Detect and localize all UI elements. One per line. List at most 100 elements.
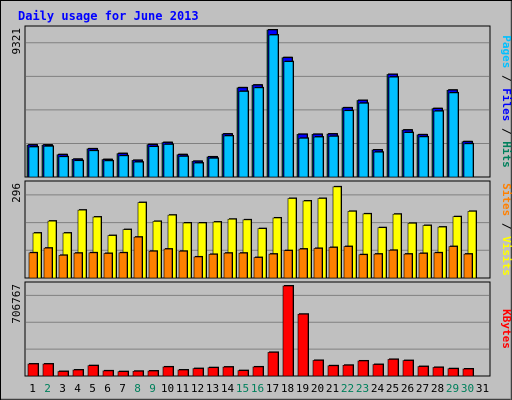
bar-kbytes-day-30 bbox=[462, 367, 474, 377]
bar-pages-day-15 bbox=[238, 90, 249, 178]
bar-pages-day-25 bbox=[388, 76, 399, 178]
bar-kbytes-day-29 bbox=[447, 367, 459, 377]
bar-kbytes-day-12-fill bbox=[192, 368, 204, 377]
bar-kbytes-day-18-fill bbox=[282, 285, 294, 377]
bar-pages-day-24-fill bbox=[373, 151, 384, 178]
bar-pages-day-14-fill bbox=[223, 135, 234, 178]
bar-pages-day-4-fill bbox=[73, 160, 84, 178]
bar-pages-day-13 bbox=[208, 157, 219, 178]
legend-bottom-text: KBytes bbox=[500, 309, 512, 349]
bar-pages-day-1 bbox=[28, 146, 39, 178]
x-tick-label-day-31: 31 bbox=[476, 382, 489, 395]
bar-kbytes-day-19-fill bbox=[297, 313, 309, 377]
bar-sites-day-29 bbox=[448, 245, 458, 279]
bar-sites-day-10-fill bbox=[163, 248, 173, 279]
legend-bottom-kbytes: KBytes bbox=[500, 309, 512, 349]
bar-sites-day-14-fill bbox=[223, 252, 233, 279]
bar-sites-day-24-fill bbox=[373, 253, 383, 279]
bar-pages-day-12-fill bbox=[193, 162, 204, 178]
bar-sites-day-13-fill bbox=[208, 254, 218, 279]
bar-sites-day-24 bbox=[373, 253, 383, 279]
bar-pages-day-20 bbox=[313, 136, 324, 178]
bar-kbytes-day-21 bbox=[327, 364, 339, 377]
bar-sites-day-21-fill bbox=[328, 247, 338, 279]
bar-kbytes-day-3 bbox=[57, 370, 69, 377]
bar-kbytes-day-13 bbox=[207, 366, 219, 377]
bar-pages-day-16 bbox=[253, 86, 264, 178]
legend-top-files: Files bbox=[500, 88, 512, 121]
panel-middle-max-label: 296 bbox=[10, 183, 23, 203]
bar-kbytes-day-29-fill bbox=[447, 368, 459, 377]
legend-top-separator: / bbox=[500, 121, 512, 141]
bar-kbytes-day-10-fill bbox=[162, 366, 174, 377]
bar-sites-day-1 bbox=[28, 251, 38, 279]
bar-kbytes-day-4-fill bbox=[72, 369, 84, 377]
panel-top: 9321 bbox=[10, 25, 491, 178]
bar-kbytes-day-3-fill bbox=[57, 371, 69, 377]
x-tick-label-day-22: 22 bbox=[341, 382, 354, 395]
legend-bottom: KBytes bbox=[500, 309, 512, 349]
x-tick-label-day-19: 19 bbox=[296, 382, 309, 395]
bar-pages-day-16-fill bbox=[253, 87, 264, 178]
bar-pages-day-29 bbox=[448, 91, 459, 178]
bar-sites-day-16 bbox=[253, 256, 263, 279]
bar-kbytes-day-20 bbox=[312, 359, 324, 377]
bar-pages-day-18-fill bbox=[283, 61, 294, 178]
bar-pages-day-2-fill bbox=[43, 146, 54, 178]
bar-kbytes-day-10 bbox=[162, 365, 174, 377]
bar-kbytes-day-15 bbox=[237, 369, 249, 377]
x-tick-label-day-5: 5 bbox=[89, 382, 96, 395]
bar-pages-day-24 bbox=[373, 151, 384, 178]
legend-middle: Sites / Visits bbox=[500, 183, 512, 276]
bar-kbytes-day-12 bbox=[192, 367, 204, 377]
bar-sites-day-18 bbox=[283, 249, 293, 279]
bar-pages-day-28 bbox=[433, 110, 444, 178]
bar-sites-day-2 bbox=[43, 247, 53, 279]
bar-sites-day-19-fill bbox=[298, 248, 308, 279]
bar-sites-day-3 bbox=[58, 254, 68, 279]
bar-sites-day-5-fill bbox=[88, 252, 98, 279]
bar-sites-day-9-fill bbox=[148, 250, 158, 279]
bar-sites-day-27 bbox=[418, 252, 428, 279]
bar-sites-day-16-fill bbox=[253, 257, 263, 279]
bar-sites-day-1-fill bbox=[28, 252, 38, 279]
bar-pages-day-7-fill bbox=[118, 155, 129, 178]
panel-bottom: 706767 bbox=[10, 281, 491, 377]
x-tick-label-day-3: 3 bbox=[59, 382, 66, 395]
panel-bottom-max-label: 706767 bbox=[10, 284, 23, 324]
bar-kbytes-day-9 bbox=[147, 370, 159, 377]
bar-pages-day-12 bbox=[193, 162, 204, 178]
bar-pages-day-30 bbox=[463, 142, 474, 178]
bar-sites-day-10 bbox=[163, 248, 173, 279]
bar-pages-day-29-fill bbox=[448, 92, 459, 178]
bar-kbytes-day-6-fill bbox=[102, 370, 114, 377]
x-tick-label-day-20: 20 bbox=[311, 382, 324, 395]
bar-kbytes-day-17-fill bbox=[267, 352, 279, 377]
bar-kbytes-day-11 bbox=[177, 369, 189, 377]
bar-kbytes-day-18 bbox=[282, 285, 294, 377]
bar-sites-day-26-fill bbox=[403, 253, 413, 279]
bar-kbytes-day-27-fill bbox=[417, 366, 429, 377]
bar-sites-day-18-fill bbox=[283, 250, 293, 279]
legend-top-separator: / bbox=[500, 68, 512, 88]
bar-pages-day-10 bbox=[163, 143, 174, 178]
bar-pages-day-9-fill bbox=[148, 146, 159, 178]
bar-pages-day-22-fill bbox=[343, 110, 354, 178]
bar-sites-day-19 bbox=[298, 248, 308, 279]
bar-pages-day-8 bbox=[133, 161, 144, 178]
bar-pages-day-7 bbox=[118, 154, 129, 178]
panel-top-max-label: 9321 bbox=[10, 28, 23, 55]
bar-pages-day-23 bbox=[358, 102, 369, 178]
x-tick-label-day-27: 27 bbox=[416, 382, 429, 395]
x-tick-label-day-17: 17 bbox=[266, 382, 279, 395]
bar-kbytes-day-25 bbox=[387, 358, 399, 377]
x-tick-label-day-18: 18 bbox=[281, 382, 294, 395]
bar-kbytes-day-19 bbox=[297, 313, 309, 377]
bar-kbytes-day-11-fill bbox=[177, 369, 189, 377]
bar-kbytes-day-5-fill bbox=[87, 365, 99, 377]
bar-sites-day-25 bbox=[388, 249, 398, 279]
bar-pages-day-15-fill bbox=[238, 91, 249, 178]
x-tick-label-day-13: 13 bbox=[206, 382, 219, 395]
legend-top: Pages / Files / Hits bbox=[500, 35, 512, 168]
